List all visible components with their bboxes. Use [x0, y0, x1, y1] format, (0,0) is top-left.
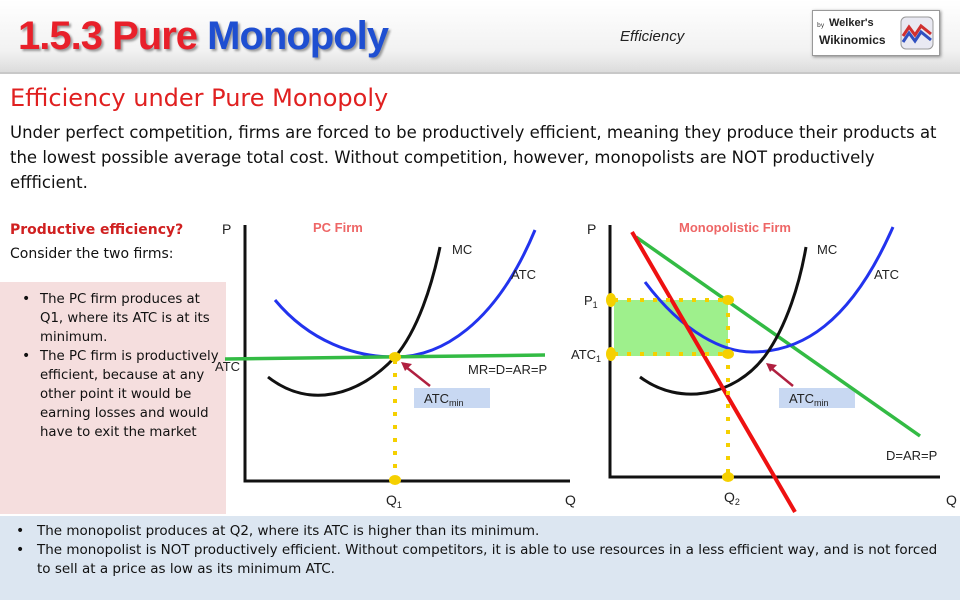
pc-mc-label: MC	[452, 242, 472, 257]
monopoly-graph: P Monopolistic Firm MC ATC D=AR=P MR P1 …	[571, 220, 957, 530]
title-word-monopoly: Monopoly	[207, 14, 389, 58]
wikinomics-logo: by Welker's Wikinomics	[812, 10, 940, 56]
mono-note: The monopolist produces at Q2, where its…	[16, 522, 950, 541]
mono-demand-label: D=AR=P	[886, 448, 937, 463]
intro-paragraph: Under perfect competition, firms are for…	[10, 123, 937, 192]
pc-atcmin-arrow	[405, 366, 431, 387]
pc-atc-curve	[273, 229, 537, 359]
pc-arrowhead	[401, 362, 412, 371]
mono-x-axis-label: Q	[946, 492, 957, 508]
slide-title: 1.5.3 Pure Monopoly	[18, 14, 389, 59]
pc-notes-panel: The PC firm produces at Q1, where its AT…	[0, 282, 226, 514]
pc-q1-point	[389, 475, 401, 485]
mono-atcmin-arrow	[770, 367, 794, 387]
mono-mc-curve	[639, 246, 808, 396]
pc-y-axis-label: P	[222, 221, 231, 237]
mono-inefficiency-area	[614, 300, 728, 356]
pc-q1-label: Q1	[386, 492, 402, 510]
header-bar	[0, 0, 960, 74]
mono-axes	[608, 225, 940, 479]
logo-wikinomics: Wikinomics	[819, 33, 886, 47]
title-word-pure: Pure	[112, 14, 198, 58]
mono-graph-title: Monopolistic Firm	[679, 220, 791, 235]
pc-x-axis-label: Q	[565, 492, 576, 508]
pc-price-label: ATC	[215, 359, 240, 374]
mono-atc1-point	[606, 347, 616, 361]
logo-by: by	[817, 22, 825, 29]
pc-note: The PC firm is productively efficient, b…	[22, 347, 220, 442]
pc-atc-label: ATC	[511, 267, 536, 282]
mono-p1-label: P1	[584, 293, 598, 310]
mono-mr-line	[630, 230, 797, 514]
mono-note: The monopolist is NOT productively effic…	[16, 541, 950, 579]
mono-price-point	[722, 295, 734, 305]
pc-optimum-point	[389, 352, 401, 362]
mono-atcmin-box	[779, 388, 855, 408]
question-subtext: Consider the two firms:	[10, 246, 174, 262]
pc-graph-title: PC Firm	[313, 220, 363, 235]
mono-q2-point	[722, 472, 734, 482]
question-productive-efficiency: Productive efficiency?	[10, 222, 184, 238]
pc-firm-graph: P PC Firm MC ATC MR=D=AR=P ATC Q Q1 ATCm…	[215, 220, 576, 510]
logo-welkers: Welker's	[829, 17, 874, 29]
pc-atcmin-box	[414, 388, 490, 408]
monopoly-notes-panel: The monopolist produces at Q2, where its…	[0, 516, 960, 600]
mono-atc1-label: ATC1	[571, 347, 601, 364]
mono-arrowhead	[766, 363, 777, 372]
mono-q2-label: Q2	[724, 489, 740, 507]
mono-p1-point	[606, 293, 616, 307]
pc-axes	[243, 225, 570, 483]
section-heading: Efficiency under Pure Monopoly	[10, 84, 389, 112]
mono-y-axis-label: P	[587, 221, 596, 237]
pc-note: The PC firm produces at Q1, where its AT…	[22, 290, 220, 347]
topic-label: Efficiency	[620, 28, 685, 45]
mono-atc-point	[722, 349, 734, 359]
mono-mc-label: MC	[817, 242, 837, 257]
logo-icon	[900, 16, 934, 50]
pc-demand-line	[224, 353, 546, 361]
pc-demand-label: MR=D=AR=P	[468, 362, 547, 377]
pc-atcmin-label: ATCmin	[424, 391, 464, 408]
mono-atcmin-label: ATCmin	[789, 391, 829, 408]
mono-atc-label: ATC	[874, 267, 899, 282]
title-number: 1.5.3	[18, 14, 103, 58]
